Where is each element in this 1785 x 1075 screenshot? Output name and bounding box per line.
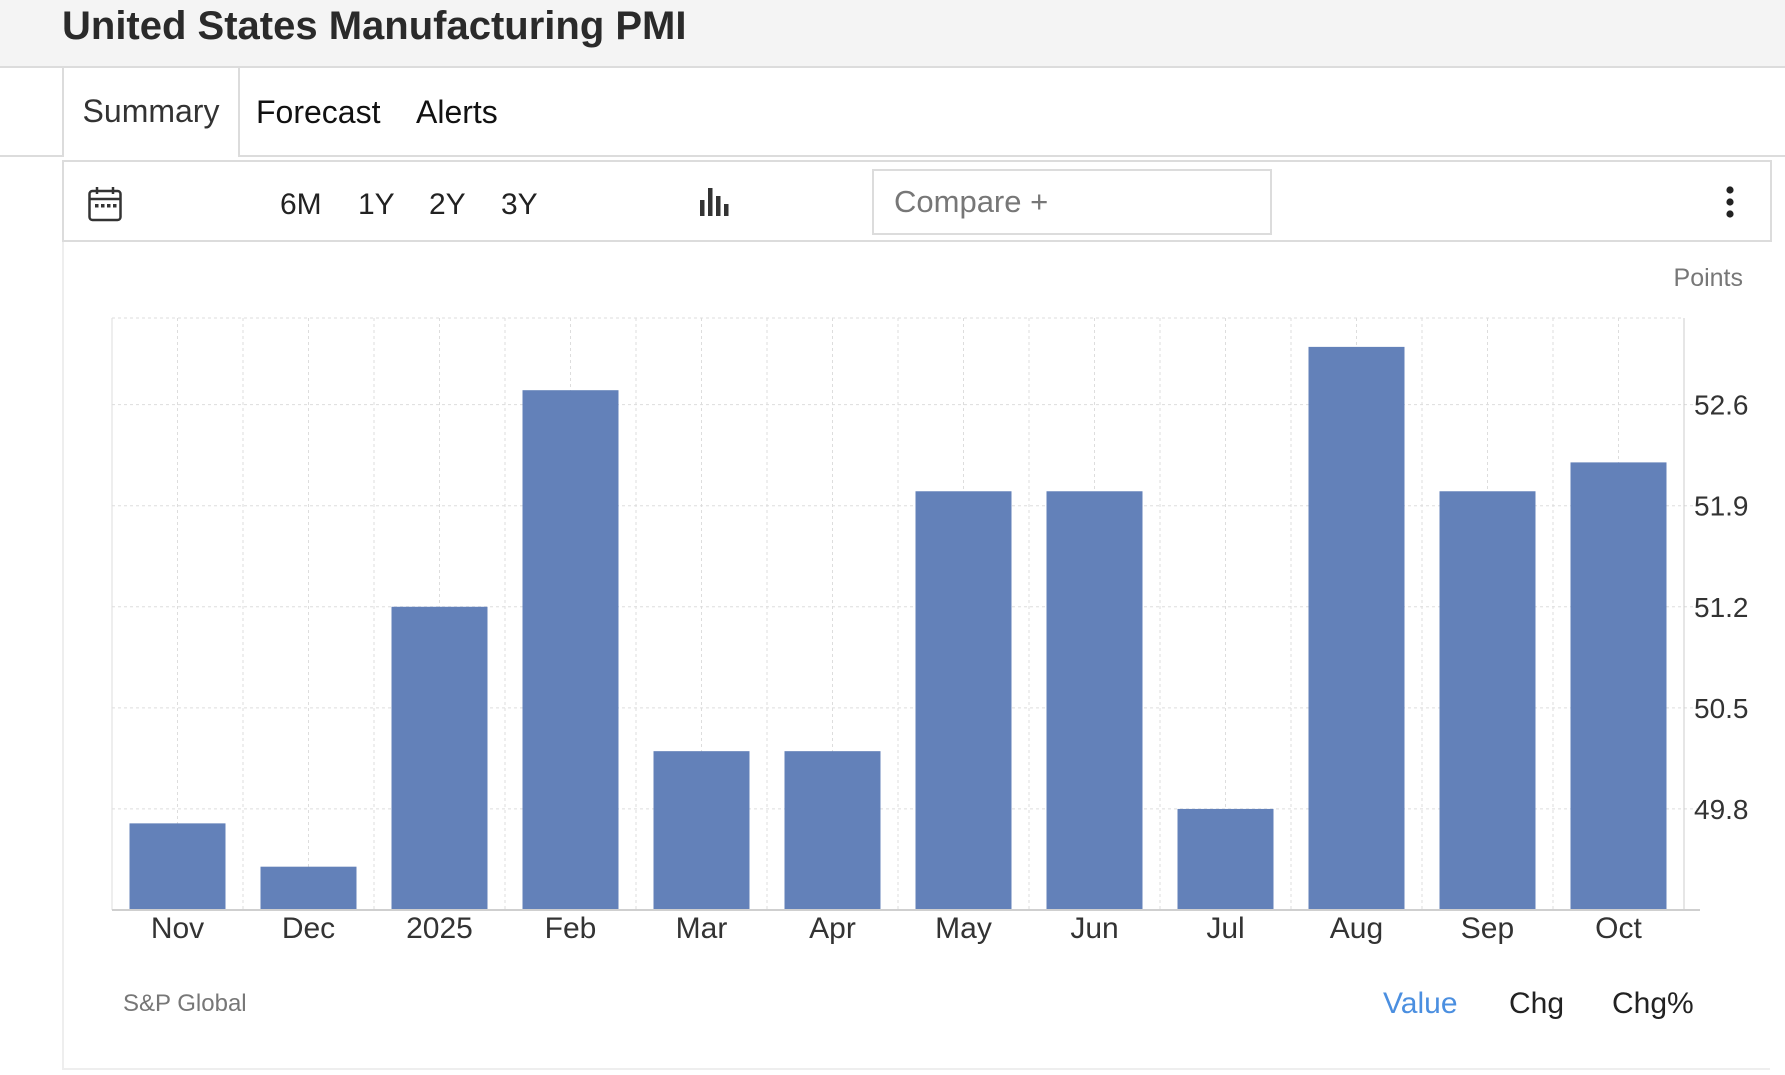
x-tick-label: Apr [809,912,856,945]
bar-apr [784,751,881,910]
x-tick-label: 2025 [406,912,473,945]
x-tick-label: Aug [1330,912,1383,945]
range-6m-button[interactable]: 6M [280,188,322,221]
x-tick-label: Mar [676,912,728,945]
tab-alerts[interactable]: Alerts [416,94,498,130]
bar-mar [653,751,750,910]
mode-value-tab[interactable]: Value [1383,987,1458,1020]
y-tick-label: 50.5 [1694,693,1749,724]
mode-chg-tab[interactable]: Chg [1509,987,1565,1020]
y-tick-label: 49.8 [1694,794,1749,825]
bar-jul [1177,808,1274,910]
x-tick-label: May [935,912,992,945]
calendar-icon[interactable] [88,186,122,222]
bar-nov [129,823,226,910]
bar-may [915,491,1012,910]
chart-toolbar: 6M 1Y 2Y 3Y [62,160,1772,242]
x-tick-label: Feb [545,912,597,945]
page-header: United States Manufacturing PMI [0,0,1785,68]
bar-2025 [391,606,488,910]
x-tick-label: Dec [282,912,335,945]
units-label: Points [1673,264,1743,292]
bar-aug [1308,346,1405,910]
y-tick-label: 51.9 [1694,491,1749,522]
x-tick-label: Jun [1070,912,1118,945]
chart-card [62,160,1770,1070]
bar-feb [522,390,619,910]
x-tick-label: Sep [1461,912,1514,945]
mode-chg-percent-tab[interactable]: Chg% [1612,987,1694,1020]
range-3y-button[interactable]: 3Y [501,188,538,221]
range-2y-button[interactable]: 2Y [429,188,466,221]
bar-sep [1439,491,1536,910]
compare-input[interactable] [872,169,1272,235]
x-tick-label: Nov [151,912,204,945]
range-1y-button[interactable]: 1Y [358,188,395,221]
vertical-dots-icon[interactable] [1724,184,1736,220]
y-tick-label: 51.2 [1694,592,1749,623]
x-tick-label: Jul [1206,912,1244,945]
page-title: United States Manufacturing PMI [62,4,687,48]
tab-forecast[interactable]: Forecast [256,94,381,130]
bar-dec [260,866,357,910]
source-label: S&P Global [123,990,247,1017]
bar-oct [1570,462,1667,910]
y-tick-label: 52.6 [1694,390,1749,421]
tabs-bar: Summary Forecast Alerts [0,68,1785,157]
bar-chart-icon[interactable] [698,186,730,218]
x-tick-label: Oct [1595,912,1642,945]
bar-jun [1046,491,1143,910]
tab-summary[interactable]: Summary [62,68,240,157]
